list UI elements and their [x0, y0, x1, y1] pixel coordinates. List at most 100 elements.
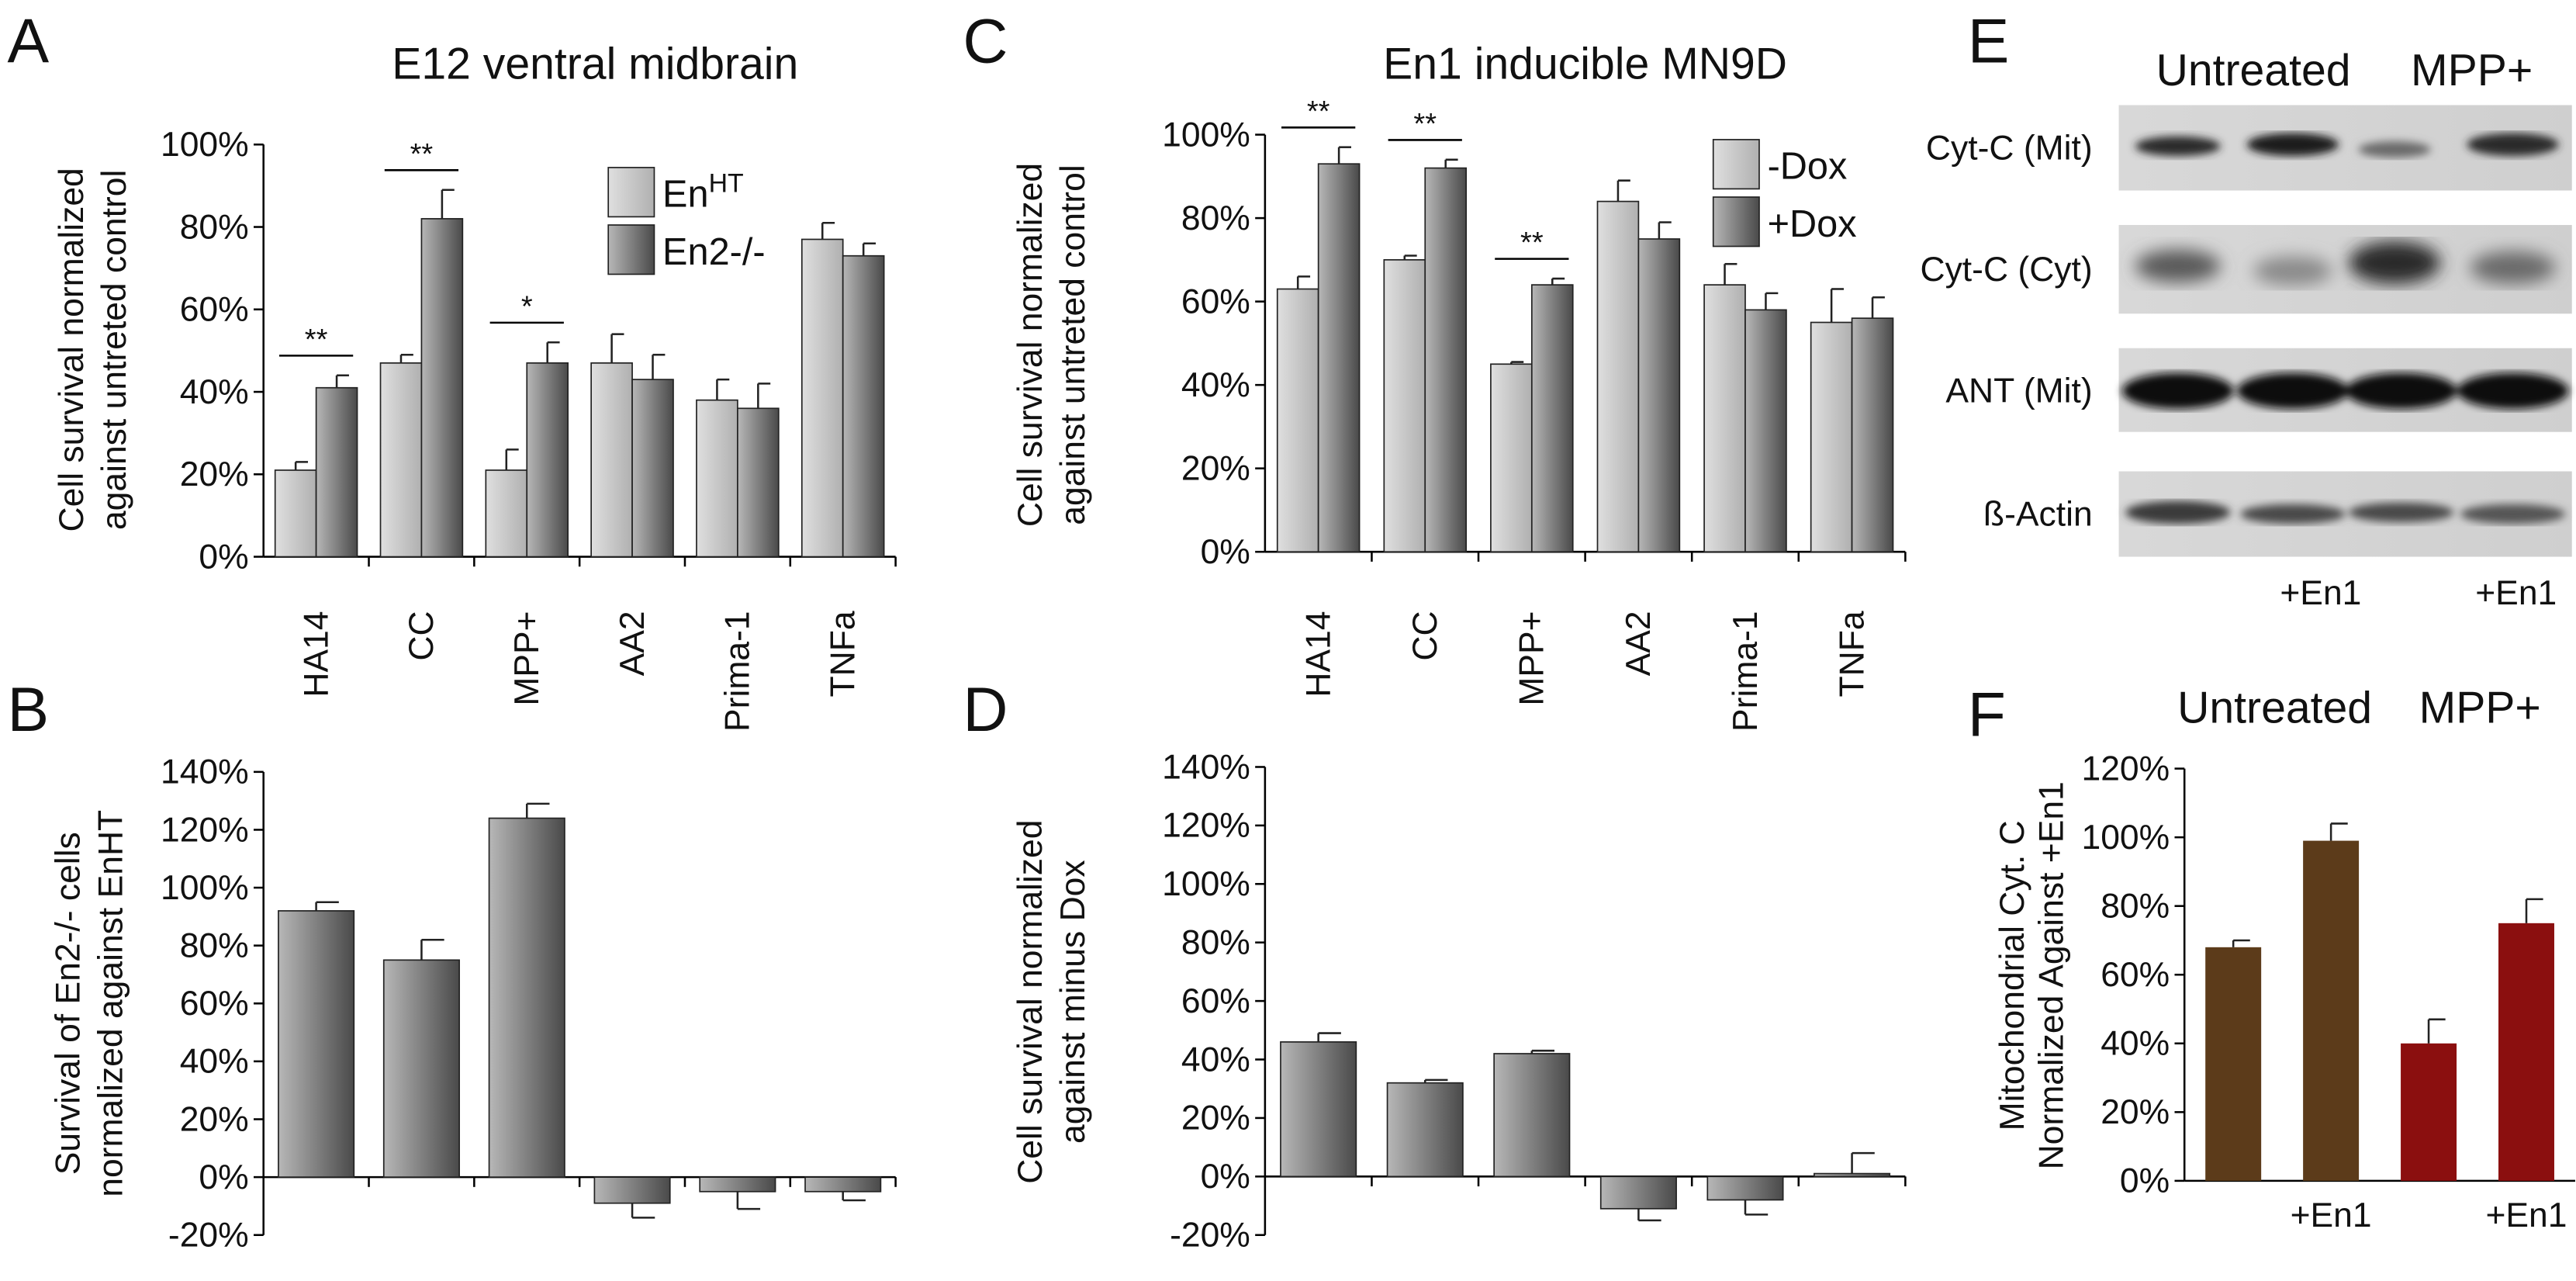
x-tick-label: TNFa	[1833, 611, 1871, 697]
y-tick-label: 80%	[1181, 924, 1250, 962]
y-tick-label: 40%	[180, 1043, 249, 1081]
significance-label: **	[1520, 227, 1544, 259]
y-tick-label: 120%	[2081, 750, 2170, 788]
panel-letter: B	[8, 675, 50, 745]
y-tick-label: 140%	[161, 753, 249, 791]
bar	[1276, 288, 1319, 553]
lane-label: +En1	[2475, 574, 2557, 612]
bar	[1851, 317, 1894, 553]
bar	[737, 407, 780, 558]
y-tick-label: 40%	[1181, 366, 1250, 404]
blot-bands	[2135, 241, 2556, 286]
group-label: MPP+	[2411, 46, 2533, 95]
bar	[1490, 363, 1533, 553]
lane-label: +En1	[2280, 574, 2361, 612]
bar	[1744, 309, 1787, 553]
y-tick-label: 20%	[1181, 449, 1250, 487]
x-tick-label: AA2	[1620, 611, 1658, 676]
bar	[1280, 1041, 1357, 1178]
y-axis-label: Normalized Against +En1	[2033, 781, 2071, 1169]
y-axis-label: Cell survival normalized	[1011, 820, 1049, 1184]
legend-label: -Dox	[1768, 146, 1848, 188]
chart-title: En1 inducible MN9D	[1383, 40, 1787, 89]
chart-panel: C En1 inducible MN9D Cell survival normali…	[963, 6, 1907, 732]
bar	[699, 1176, 776, 1193]
bar	[1386, 1082, 1464, 1178]
y-tick-label: 120%	[161, 811, 249, 849]
legend-name: +Dox	[1768, 203, 1857, 245]
significance-label: **	[410, 138, 434, 171]
chart-panel: A E12 ventral midbrain Cell survival norma…	[8, 6, 897, 732]
y-tick-label: 0%	[2120, 1162, 2170, 1200]
bar	[379, 362, 423, 558]
bar	[1810, 321, 1853, 553]
legend-label: +Dox	[1768, 203, 1857, 245]
panel-letter: C	[963, 6, 1008, 76]
chart-panel: F Mitochondrial Cyt. C Normalized Against …	[1968, 680, 2575, 1234]
panel-letter: E	[1968, 6, 2010, 76]
x-tick-label: HA14	[297, 611, 335, 697]
bar	[315, 386, 358, 558]
x-tick-label: Prima-1	[1727, 611, 1765, 732]
bar	[1383, 259, 1426, 553]
x-tick-label: MPP+	[1513, 611, 1551, 705]
chart-title: E12 ventral midbrain	[392, 40, 798, 89]
bar	[526, 362, 569, 558]
group-label: Untreated	[2156, 46, 2351, 95]
significance-label: **	[1307, 95, 1330, 128]
x-tick-label: HA14	[1299, 611, 1337, 697]
panel-letter: D	[963, 675, 1008, 745]
x-tick-label: +En1	[2291, 1196, 2372, 1234]
blot-bands	[2125, 500, 2566, 525]
x-tick-label: +En1	[2485, 1196, 2567, 1234]
x-tick-label: CC	[403, 611, 441, 660]
y-tick-label: 40%	[180, 373, 249, 411]
panel-letter: A	[8, 6, 50, 76]
y-tick-label: 40%	[2101, 1025, 2170, 1063]
y-tick-label: 0%	[199, 538, 248, 576]
bar	[593, 1176, 671, 1204]
x-tick-label: AA2	[614, 611, 652, 676]
bar	[382, 959, 460, 1178]
row-label: Cyt-C (Cyt)	[1921, 251, 2093, 289]
legend-label: En2-/-	[662, 231, 766, 273]
y-tick-label: 80%	[2101, 888, 2170, 926]
y-tick-label: 100%	[161, 869, 249, 907]
bar	[800, 238, 844, 558]
x-tick-label: TNFa	[825, 611, 863, 697]
group-label: Untreated	[2177, 683, 2372, 732]
bar	[2498, 923, 2554, 1181]
y-tick-label: 20%	[1181, 1099, 1250, 1137]
bar	[804, 1176, 882, 1193]
panel-letter: F	[1968, 680, 2006, 750]
bar	[274, 469, 317, 558]
y-tick-label: 80%	[180, 926, 249, 964]
bar	[2401, 1043, 2457, 1181]
bar	[1814, 1172, 1891, 1178]
y-tick-label: 100%	[2081, 819, 2170, 857]
y-tick-label: 0%	[1201, 1158, 1250, 1196]
y-tick-label: 60%	[2101, 956, 2170, 994]
row-label: Cyt-C (Mit)	[1926, 129, 2093, 167]
y-tick-label: 40%	[1181, 1040, 1250, 1078]
bar	[631, 379, 674, 558]
x-tick-label: Prima-1	[719, 611, 757, 732]
bar	[696, 399, 738, 558]
legend-swatch	[607, 224, 655, 275]
legend-name: En	[662, 174, 709, 216]
y-axis-label: Cell survival normalized	[1011, 163, 1049, 527]
x-tick-label: CC	[1406, 611, 1444, 660]
significance-label: **	[1413, 108, 1437, 140]
bar	[1599, 1175, 1677, 1210]
row-label: ANT (Mit)	[1945, 372, 2092, 410]
y-tick-label: -20%	[1170, 1217, 1250, 1255]
bar	[488, 817, 565, 1178]
y-tick-label: 0%	[1201, 533, 1250, 571]
legend-name: -Dox	[1768, 146, 1848, 188]
y-tick-label: -20%	[168, 1217, 249, 1255]
bar	[2205, 947, 2262, 1181]
bar	[2303, 840, 2360, 1181]
bar	[1317, 163, 1361, 553]
chart-panel: B Survival of En2-/- cells normalized agai…	[8, 675, 897, 1255]
